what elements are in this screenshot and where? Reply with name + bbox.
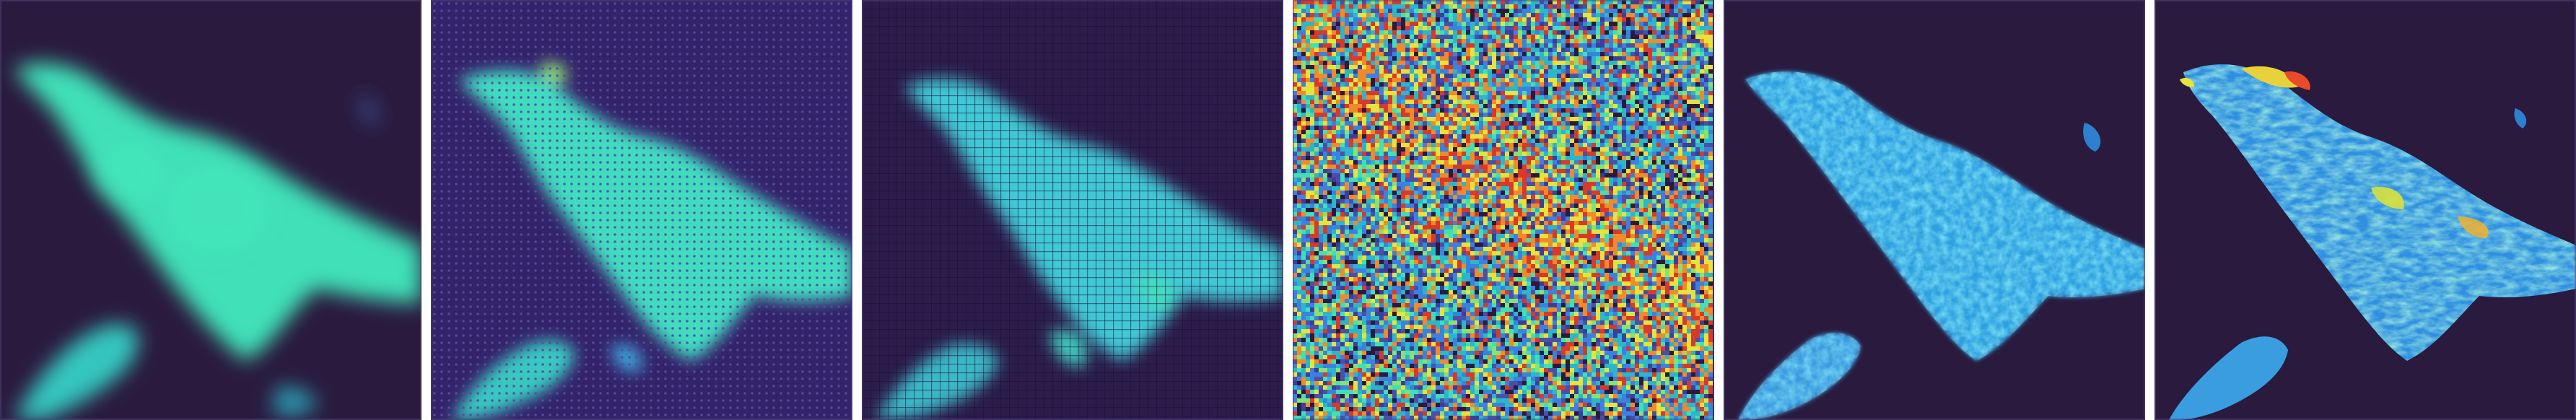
panel-sharp-cloud xyxy=(2154,0,2576,420)
panel-detailed-cloud-image xyxy=(1724,0,2145,420)
panel-gridded-cloud xyxy=(862,0,1283,420)
panel-blurred-cloud-image xyxy=(0,0,422,420)
panel-blurred-cloud xyxy=(0,0,422,420)
panel-sharp-cloud-image xyxy=(2154,0,2576,420)
panel-dotted-cloud xyxy=(431,0,852,420)
panel-noise-image xyxy=(1293,0,1714,420)
panel-noise xyxy=(1293,0,1714,420)
panel-dotted-cloud-image xyxy=(431,0,852,420)
panel-detailed-cloud xyxy=(1724,0,2145,420)
panel-gridded-cloud-image xyxy=(862,0,1283,420)
